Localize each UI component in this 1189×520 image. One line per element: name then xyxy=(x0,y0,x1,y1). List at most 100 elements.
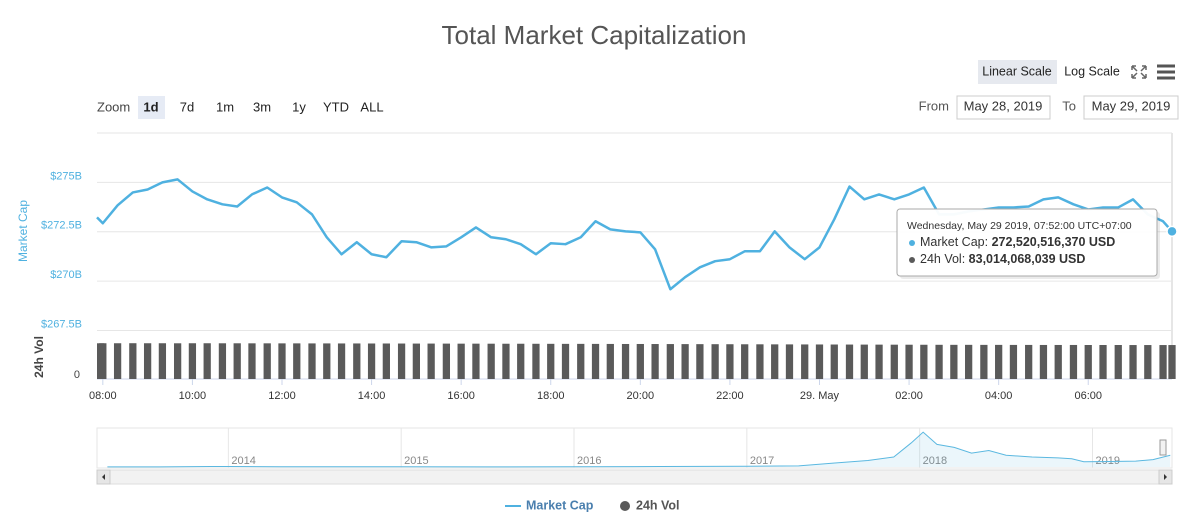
zoom-button[interactable]: 7d xyxy=(180,99,194,114)
navigator-fill xyxy=(107,432,1171,467)
volume-bar xyxy=(860,344,868,379)
zoom-button[interactable]: 1m xyxy=(216,99,234,114)
y-tick-label: $275B xyxy=(50,170,82,182)
volume-bar xyxy=(1009,344,1018,379)
volume-bar xyxy=(815,344,824,379)
zoom-button-bg xyxy=(138,96,165,119)
tooltip-label: 24h Vol: xyxy=(920,252,965,266)
x-tick-label: 14:00 xyxy=(358,390,386,402)
volume-bar xyxy=(293,343,301,379)
volume-bar xyxy=(980,344,988,379)
x-tick-label: 06:00 xyxy=(1074,390,1102,402)
volume-bar xyxy=(547,343,555,379)
zoom-button[interactable]: 3m xyxy=(253,99,271,114)
legend-label[interactable]: Market Cap xyxy=(526,498,594,512)
y2-axis-title: 24h Vol xyxy=(32,336,46,378)
x-tick-label: 04:00 xyxy=(985,390,1013,402)
volume-bar xyxy=(741,344,749,379)
volume-bar xyxy=(591,343,600,379)
volume-bar xyxy=(427,343,435,379)
y-tick-label: $267.5B xyxy=(41,318,82,330)
navigator-tick-label: 2016 xyxy=(577,455,601,467)
volume-bar xyxy=(442,343,451,379)
x-tick-label: 16:00 xyxy=(447,390,475,402)
zoom-label: Zoom xyxy=(97,99,130,114)
volume-bar xyxy=(621,343,630,379)
x-tick-label: 02:00 xyxy=(895,390,923,402)
to-input[interactable] xyxy=(1083,95,1179,120)
from-input[interactable] xyxy=(956,95,1051,120)
volume-bar xyxy=(382,343,390,379)
volume-bar xyxy=(1168,345,1176,379)
tooltip-value: 272,520,516,370 USD xyxy=(992,235,1116,249)
volume-bar xyxy=(920,344,928,379)
legend-label[interactable]: 24h Vol xyxy=(636,498,680,512)
x-tick-label: 20:00 xyxy=(627,390,655,402)
volume-bar xyxy=(1144,345,1152,379)
volume-bar xyxy=(965,344,973,379)
volume-bar xyxy=(308,343,316,379)
hover-marker xyxy=(1166,225,1178,238)
volume-bar xyxy=(995,344,1003,379)
volume-bar xyxy=(681,344,689,379)
volume-bar xyxy=(412,343,420,379)
volume-bar xyxy=(99,343,107,379)
tooltip-header: Wednesday, May 29 2019, 07:52:00 UTC+07:… xyxy=(907,220,1132,232)
navigator-line xyxy=(107,431,1171,468)
volume-bar xyxy=(561,343,570,379)
chart-title: Total Market Capitalization xyxy=(442,20,747,50)
volume-bar xyxy=(532,343,540,379)
zoom-button[interactable]: 1d xyxy=(143,99,158,114)
volume-bar xyxy=(577,343,585,379)
volume-bar xyxy=(1054,344,1062,379)
navigator-frame xyxy=(96,427,1173,469)
navigator-tick-label: 2018 xyxy=(923,455,947,467)
volume-bar xyxy=(890,344,898,379)
navigator-tick-label: 2017 xyxy=(750,455,774,467)
volume-bar xyxy=(875,344,883,379)
navigator-tick-label: 2019 xyxy=(1095,455,1119,467)
zoom-button[interactable]: 1y xyxy=(292,99,306,114)
volume-bar xyxy=(651,344,659,379)
volume-bar xyxy=(756,344,764,379)
volume-bar xyxy=(173,343,182,379)
volume-bar xyxy=(726,344,734,379)
scrollbar[interactable] xyxy=(96,469,1173,485)
volume-bar xyxy=(606,343,614,379)
tooltip-label: Market Cap: xyxy=(920,235,988,249)
volume-bar xyxy=(666,344,674,379)
volume-bar xyxy=(696,344,704,379)
tooltip-bullet xyxy=(909,240,915,246)
volume-bar xyxy=(367,343,376,379)
y2-tick-label: 0 xyxy=(74,369,80,381)
volume-bar xyxy=(397,343,406,379)
x-tick-label: 08:00 xyxy=(89,390,117,402)
volume-bar xyxy=(935,344,943,379)
x-tick-label: 12:00 xyxy=(268,390,296,402)
tooltip-value: 83,014,068,039 USD xyxy=(969,252,1086,266)
volume-bar xyxy=(1129,345,1137,379)
scale-button[interactable]: Linear Scale xyxy=(982,64,1052,78)
zoom-button[interactable]: ALL xyxy=(360,99,383,114)
zoom-button[interactable]: YTD xyxy=(323,99,349,114)
volume-bar xyxy=(129,343,137,379)
volume-bar xyxy=(950,344,958,379)
arrow-right xyxy=(1164,474,1167,480)
volume-bar xyxy=(830,344,838,379)
volume-bar xyxy=(845,344,854,379)
volume-bar xyxy=(905,344,913,379)
tooltip-row: Market Cap: 272,520,516,370 USD xyxy=(920,235,1115,249)
scale-button[interactable]: Log Scale xyxy=(1064,64,1120,78)
menu-icon[interactable] xyxy=(1157,64,1175,80)
volume-bar xyxy=(1084,345,1092,379)
fullscreen-icon[interactable] xyxy=(1131,65,1147,79)
volume-bar xyxy=(711,344,719,379)
volume-bar xyxy=(1114,345,1122,379)
x-tick-label: 29. May xyxy=(800,390,840,402)
volume-bar xyxy=(487,343,495,379)
navigator-handle[interactable] xyxy=(1159,439,1167,456)
volume-bar xyxy=(233,343,241,379)
to-label: To xyxy=(1062,98,1076,113)
x-tick-label: 10:00 xyxy=(179,390,207,402)
